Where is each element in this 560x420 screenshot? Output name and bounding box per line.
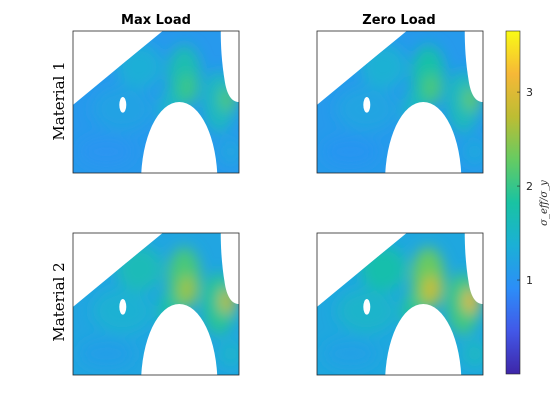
small-hole (119, 97, 126, 113)
row-label-material-2: Material 2 (50, 262, 68, 341)
colorbar-label: σ_eff/σ_y (539, 180, 550, 226)
stress-field (73, 31, 244, 261)
panel-2 (317, 31, 488, 261)
stress-blob (179, 74, 196, 102)
stress-blob (461, 340, 488, 368)
stress-blob (80, 340, 133, 368)
stress-blob (360, 44, 406, 89)
small-hole (363, 97, 370, 113)
colorbar-tick-label: 1 (526, 274, 533, 287)
panels (73, 31, 488, 420)
stress-blob (217, 340, 244, 368)
column-title-zero-load: Zero Load (362, 13, 435, 28)
stress-blob (324, 340, 377, 368)
stress-blob (360, 246, 406, 291)
stress-field (317, 233, 488, 420)
colorbar-tick-label: 2 (526, 180, 533, 193)
stress-blob (116, 246, 162, 291)
stress-blob (423, 276, 440, 304)
panel-3 (73, 233, 244, 420)
stress-blob (217, 138, 244, 166)
column-title-max-load: Max Load (121, 13, 191, 28)
colorbar: 1 2 3 σ_eff/σ_y (506, 31, 550, 374)
stress-blob (80, 138, 133, 166)
stress-blob (179, 276, 196, 304)
small-hole (363, 299, 370, 315)
panel-1 (73, 31, 244, 261)
stress-blob (423, 74, 440, 102)
colorbar-scale (506, 31, 520, 374)
small-hole (119, 299, 126, 315)
stress-blob (116, 44, 162, 89)
row-label-material-1: Material 1 (50, 61, 68, 140)
stress-blob (324, 138, 377, 166)
stress-field (73, 233, 244, 420)
colorbar-tick-label: 3 (526, 86, 533, 99)
panel-4 (317, 233, 488, 420)
stress-blob (461, 138, 488, 166)
stress-field (317, 31, 488, 261)
